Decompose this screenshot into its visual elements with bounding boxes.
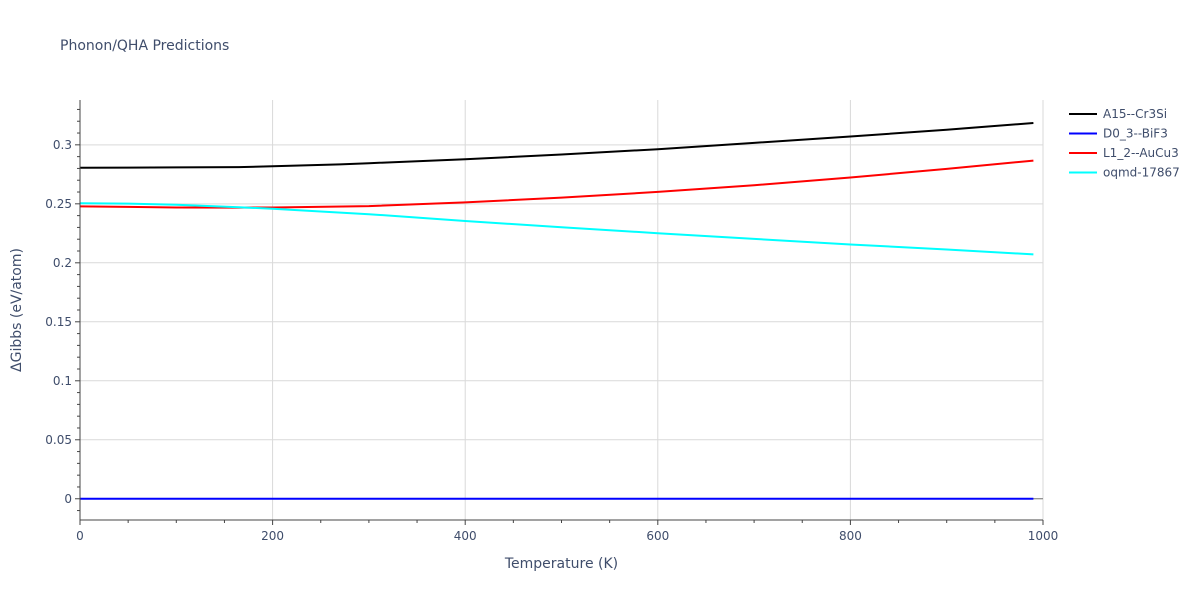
y-tick-label: 0.15 bbox=[45, 315, 72, 329]
y-tick-label: 0.05 bbox=[45, 433, 72, 447]
x-tick-label: 600 bbox=[646, 529, 669, 543]
legend-item-oqmd-17867[interactable]: oqmd-17867 bbox=[1069, 166, 1180, 180]
legend[interactable]: A15--Cr3Si D0_3--BiF3 L1_2--AuCu3 oqmd-1786… bbox=[1069, 107, 1180, 180]
legend-label: D0_3--BiF3 bbox=[1103, 127, 1168, 141]
x-tick-label: 800 bbox=[839, 529, 862, 543]
grid bbox=[80, 100, 1044, 520]
x-axis-title: Temperature (K) bbox=[504, 556, 618, 572]
series-line-l1-2-aucu3 bbox=[79, 159, 1034, 209]
y-tick-label: 0.2 bbox=[53, 256, 72, 270]
legend-label: L1_2--AuCu3 bbox=[1103, 146, 1179, 160]
legend-label: oqmd-17867 bbox=[1103, 166, 1180, 180]
legend-item-l1-2-aucu3[interactable]: L1_2--AuCu3 bbox=[1069, 146, 1179, 160]
x-axis-ticks: 0 200 400 600 800 1000 bbox=[76, 520, 1058, 543]
series-lines bbox=[79, 122, 1034, 500]
legend-item-d0-3-bif3[interactable]: D0_3--BiF3 bbox=[1069, 127, 1168, 141]
series-line-oqmd-17867 bbox=[79, 202, 1034, 256]
y-tick-label: 0.25 bbox=[45, 197, 72, 211]
legend-label: A15--Cr3Si bbox=[1103, 107, 1167, 121]
chart-title: Phonon/QHA Predictions bbox=[60, 38, 229, 54]
axes bbox=[79, 100, 1043, 521]
y-axis-title: ΔGibbs (eV/atom) bbox=[9, 248, 25, 372]
y-tick-label: 0.3 bbox=[53, 138, 72, 152]
y-tick-label: 0.1 bbox=[53, 374, 72, 388]
y-tick-label: 0 bbox=[64, 492, 72, 506]
series-line-a15-cr3si bbox=[79, 122, 1034, 169]
y-axis-ticks: 0 0.05 0.1 0.15 0.2 0.25 0.3 bbox=[45, 108, 80, 512]
x-tick-label: 1000 bbox=[1028, 529, 1059, 543]
x-tick-label: 0 bbox=[76, 529, 84, 543]
legend-item-a15-cr3si[interactable]: A15--Cr3Si bbox=[1069, 107, 1167, 121]
x-tick-label: 400 bbox=[454, 529, 477, 543]
x-tick-label: 200 bbox=[261, 529, 284, 543]
